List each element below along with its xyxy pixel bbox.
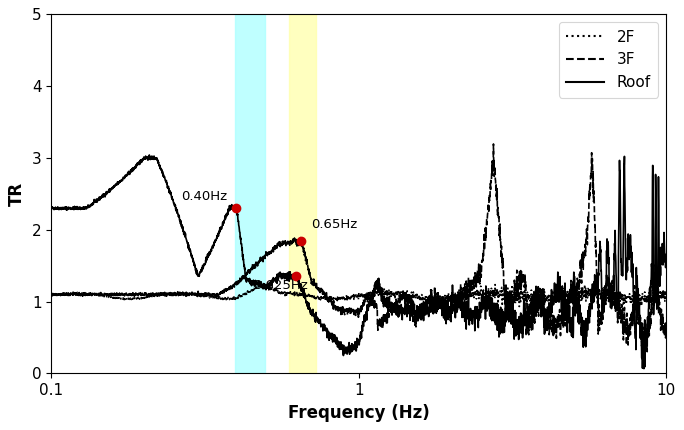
- Legend: 2F, 3F, Roof: 2F, 3F, Roof: [559, 22, 659, 98]
- Text: 0.625Hz: 0.625Hz: [254, 280, 308, 292]
- Bar: [235, 14, 265, 373]
- Text: 0.65Hz: 0.65Hz: [311, 218, 357, 231]
- X-axis label: Frequency (Hz): Frequency (Hz): [288, 404, 430, 422]
- Text: 0.40Hz: 0.40Hz: [181, 190, 228, 203]
- Bar: [289, 14, 316, 373]
- Y-axis label: TR: TR: [8, 182, 26, 206]
